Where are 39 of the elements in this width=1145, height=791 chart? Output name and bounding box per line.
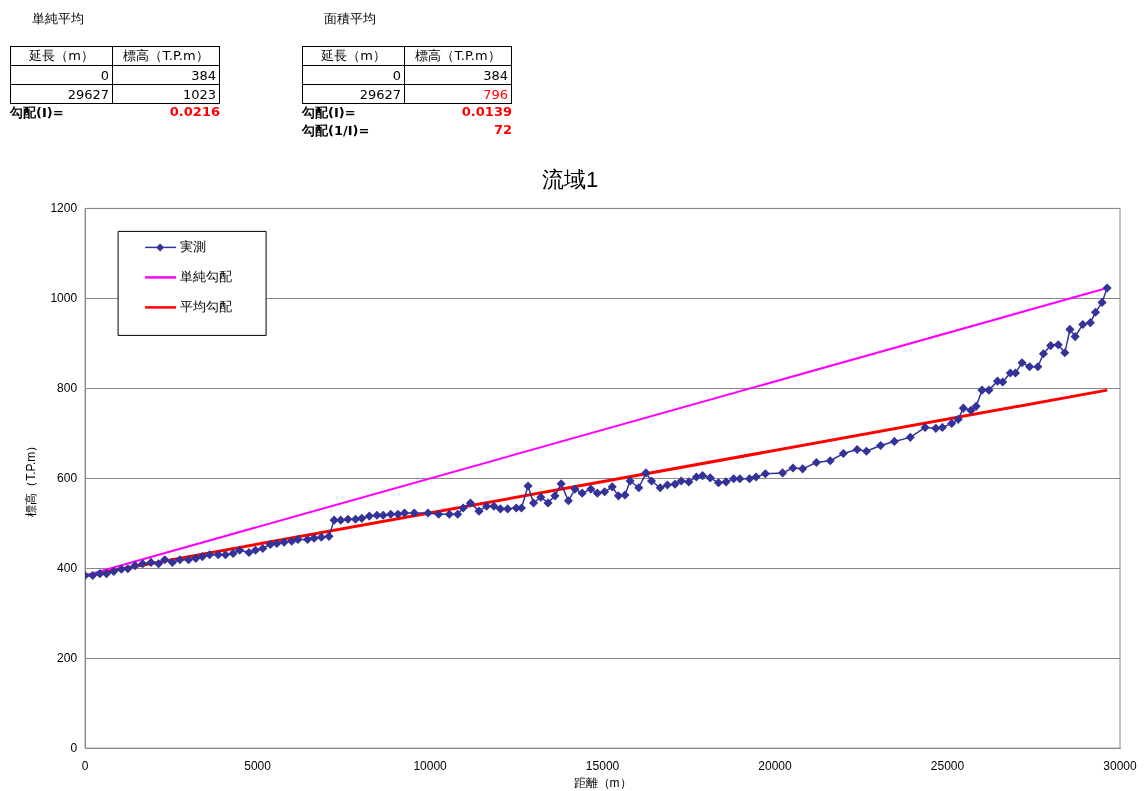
text: 384 [112, 65, 220, 85]
text: 勾配(1/I)= [302, 122, 370, 140]
y-tick-label: 600 [57, 470, 78, 485]
text: 384 [404, 65, 512, 85]
y-tick-label: 200 [57, 650, 78, 665]
y-tick-label: 0 [70, 740, 78, 755]
x-axis-title: 距離（m） [573, 776, 632, 791]
y-tick-label: 1200 [50, 200, 78, 215]
text: 0 [302, 65, 405, 85]
text: 29627 [10, 84, 113, 104]
chart-title: 流域1 [541, 167, 599, 193]
text: 29627 [302, 84, 405, 104]
text: 標高（T.P.m） [404, 46, 512, 66]
text: 標高（T.P.m） [112, 46, 220, 66]
x-tick-label: 30000 [1103, 758, 1138, 773]
y-tick-label: 400 [57, 560, 78, 575]
x-tick-label: 5000 [244, 758, 272, 773]
legend-label: 単純勾配 [180, 268, 233, 284]
y-tick-label: 1000 [50, 290, 78, 305]
x-tick-label: 10000 [413, 758, 448, 773]
text: 単純平均 [32, 10, 85, 28]
text: 面積平均 [324, 10, 377, 28]
text: 72 [493, 122, 512, 139]
x-tick-label: 0 [81, 758, 89, 773]
x-tick-label: 25000 [930, 758, 965, 773]
y-axis-title: 標高（T.P.m） [23, 439, 38, 517]
text: 勾配(I)= [302, 104, 356, 122]
legend-label: 平均勾配 [180, 298, 233, 314]
legend-label: 実測 [180, 238, 207, 254]
text: 0.0216 [169, 104, 220, 121]
x-tick-label: 20000 [758, 758, 793, 773]
text: 0.0139 [461, 104, 512, 121]
y-tick-label: 800 [57, 380, 78, 395]
text: 1023 [112, 84, 220, 104]
text: 延長（m） [10, 46, 113, 66]
text: 796 [404, 84, 512, 104]
text: 延長（m） [302, 46, 405, 66]
text: 勾配(I)= [10, 104, 64, 122]
x-tick-label: 15000 [585, 758, 620, 773]
